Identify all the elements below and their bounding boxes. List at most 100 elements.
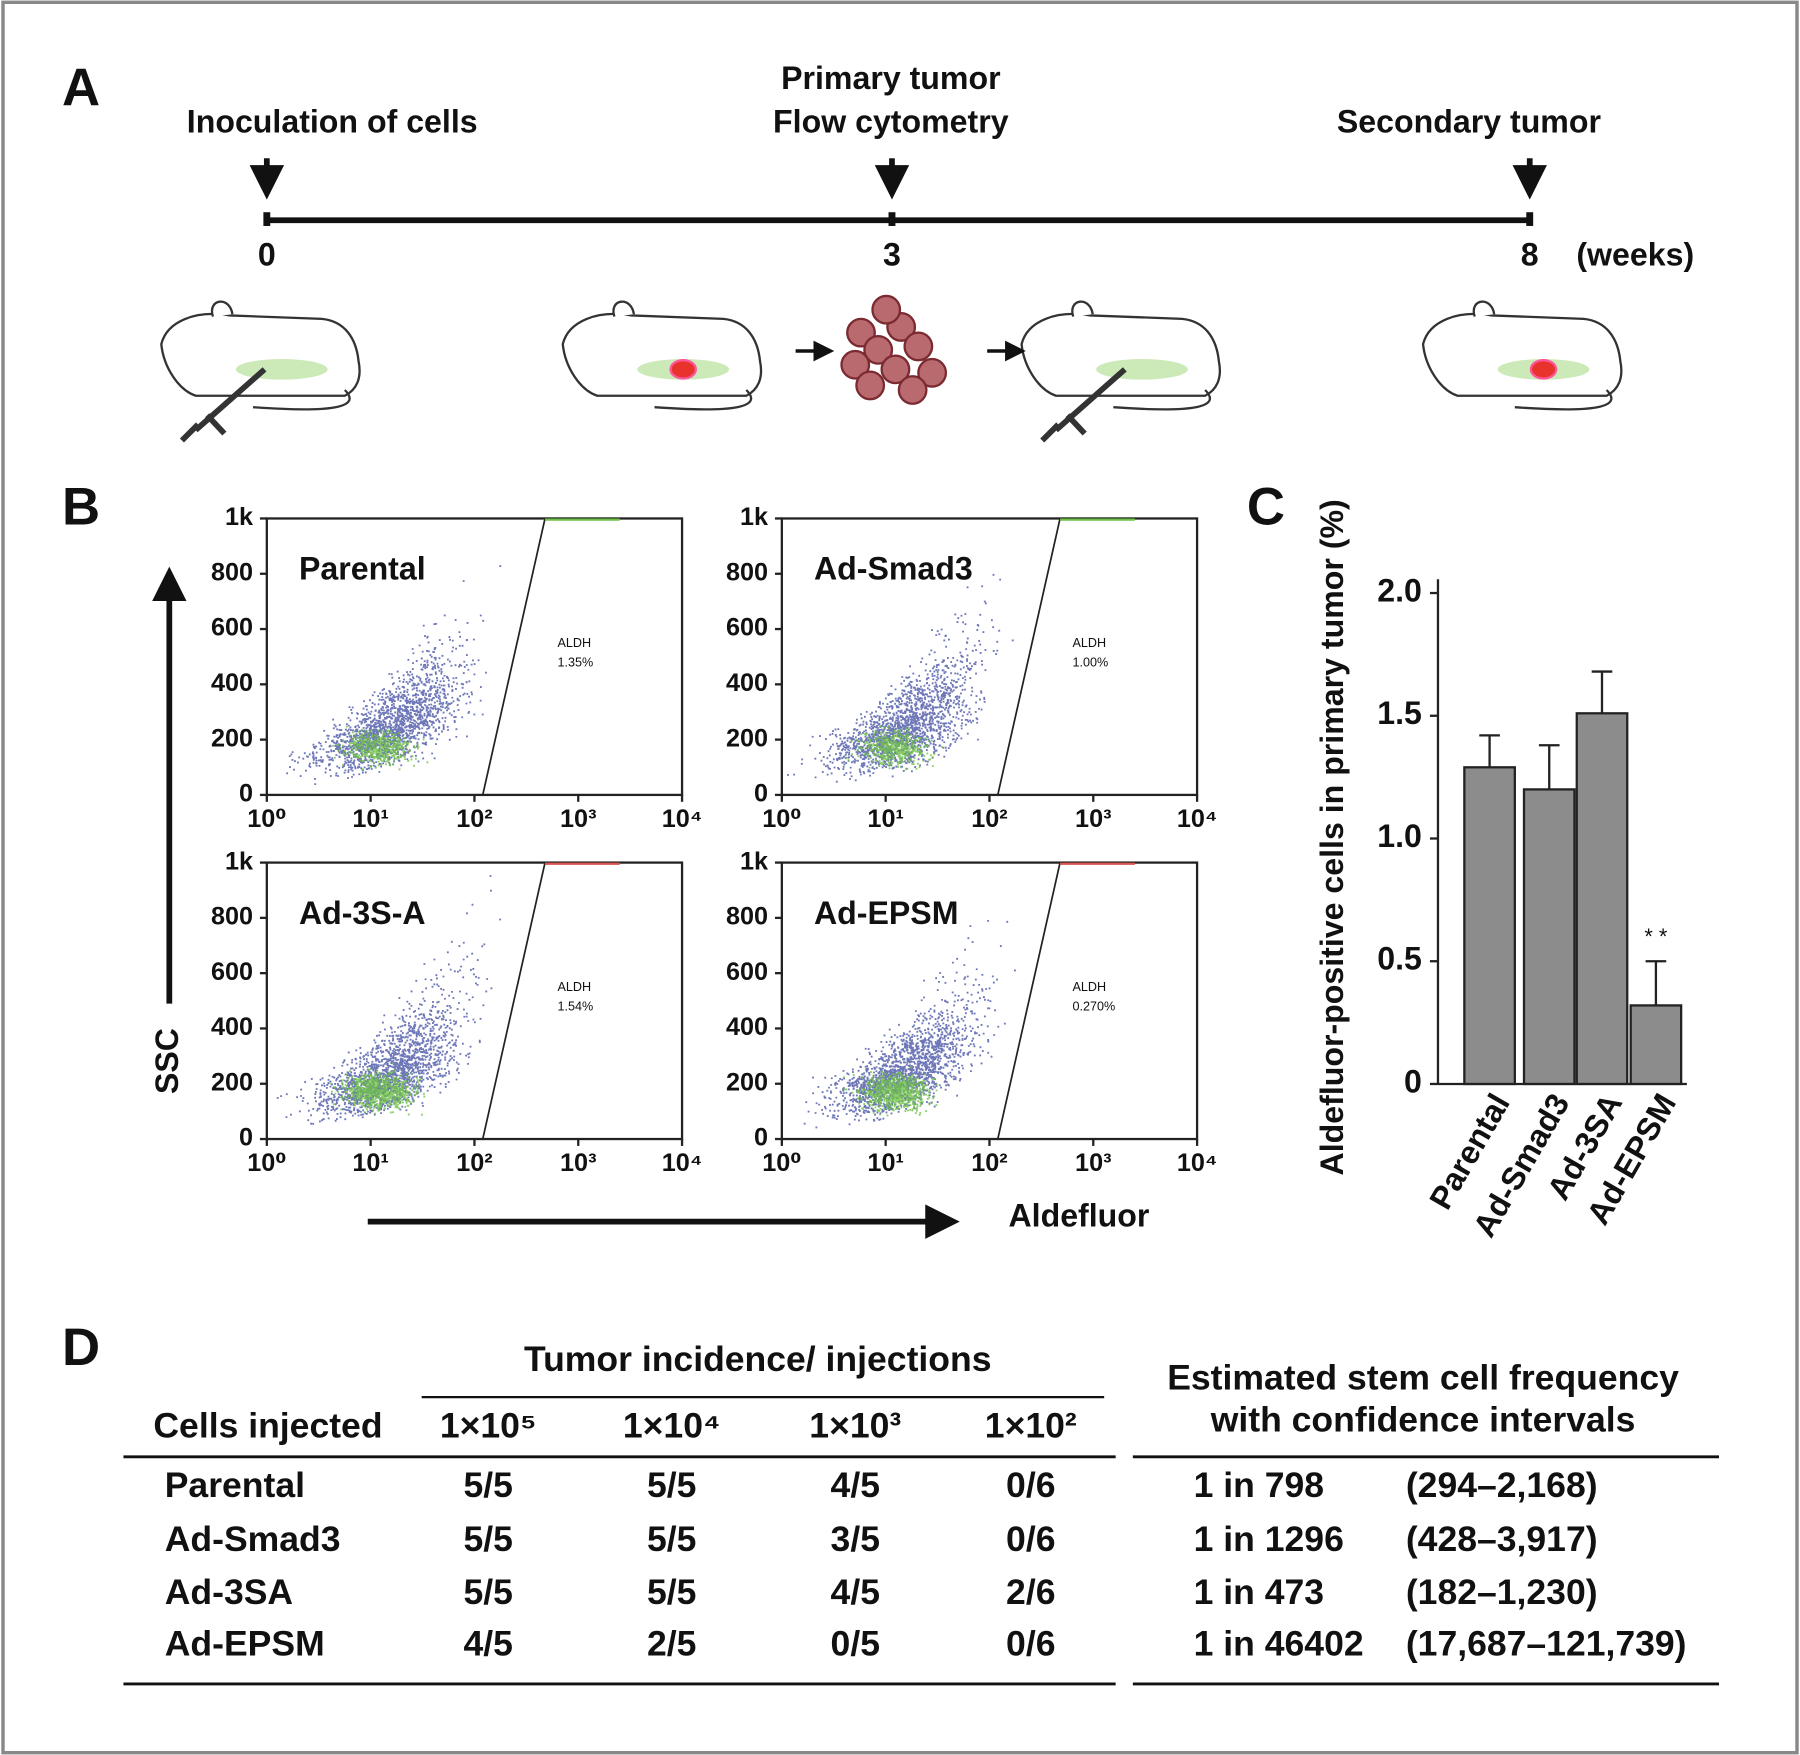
mouse-ear: [210, 300, 234, 317]
table-cell: 4/5: [831, 1465, 880, 1505]
gate-percent: 1.35%: [557, 655, 593, 669]
x-tick-label: 10⁴: [1177, 1149, 1218, 1177]
y-tick-label: 200: [726, 724, 768, 752]
y-tick-label: 600: [211, 614, 253, 642]
table-cell: 0/5: [831, 1623, 880, 1663]
table-cell: 3/5: [831, 1519, 880, 1559]
column-header: 1×10⁴: [623, 1405, 721, 1445]
cell-illustration: [840, 349, 871, 380]
table-cell: 1 in 798: [1194, 1465, 1324, 1505]
y-tick-label: 400: [726, 1013, 768, 1041]
table-cell: 5/5: [647, 1465, 696, 1505]
table-cell: 1 in 1296: [1194, 1519, 1344, 1559]
column-header: 1×10²: [985, 1405, 1077, 1445]
syringe: [1040, 367, 1127, 443]
column-header: with confidence intervals: [1210, 1400, 1636, 1440]
table-cell: 4/5: [463, 1623, 512, 1663]
table-cell: 5/5: [647, 1519, 696, 1559]
table-cell: 4/5: [831, 1572, 880, 1612]
tumor: [1529, 359, 1558, 380]
x-tick-label: 10²: [456, 805, 492, 833]
table-cell: 2/5: [647, 1623, 696, 1663]
column-group-header: Tumor incidence/ injections: [524, 1339, 991, 1379]
gate-line: [481, 862, 546, 1140]
mouse-body: [160, 312, 361, 397]
gate-percent: 1.00%: [1073, 655, 1109, 669]
x-tick-label: 10²: [971, 1149, 1007, 1177]
table-cell: 1 in 473: [1194, 1572, 1324, 1612]
event-density: [286, 565, 502, 786]
event-label: Secondary tumor: [1337, 103, 1602, 139]
error-bar: [1645, 960, 1667, 1006]
panel-label: A: [62, 59, 100, 118]
timeline-tick-label: 0: [258, 236, 276, 272]
x-tick-label: 10³: [1075, 805, 1111, 833]
y-tick-label: 1k: [740, 847, 769, 875]
y-tick-label: 1k: [225, 847, 254, 875]
gate-line: [481, 518, 546, 796]
bar: [1575, 712, 1629, 1086]
bar: [1629, 1004, 1683, 1086]
x-tick-label: 10⁰: [762, 1149, 801, 1177]
bar: [1463, 766, 1516, 1086]
table-cell: (182–1,230): [1406, 1572, 1598, 1612]
mouse-ear: [1071, 300, 1094, 317]
y-tick-label: 800: [726, 558, 768, 586]
table-cell: 2/6: [1006, 1572, 1055, 1612]
x-tick-label: 10⁴: [1177, 805, 1218, 833]
column-header: Cells injected: [153, 1405, 382, 1445]
mouse-tail: [252, 389, 351, 411]
cell-illustration: [863, 334, 894, 365]
y-axis-label: SSC: [149, 1028, 185, 1094]
y-tick-label: 800: [211, 903, 253, 931]
gate-label: ALDH: [557, 636, 591, 650]
x-tick-label: 10³: [560, 1149, 596, 1177]
gate-line: [996, 862, 1061, 1140]
panel-label: B: [62, 477, 100, 536]
event-density: [787, 573, 1014, 783]
y-tick-label: 200: [211, 724, 253, 752]
x-tick-label: 10³: [560, 805, 596, 833]
table-cell: 5/5: [463, 1465, 512, 1505]
table-cell: (17,687–121,739): [1406, 1623, 1687, 1663]
y-tick-label: 600: [726, 614, 768, 642]
gate-percent: 1.54%: [557, 999, 593, 1013]
tumor: [669, 359, 697, 380]
x-tick-label: 10²: [456, 1149, 492, 1177]
event-density: [803, 919, 1016, 1129]
gate-label: ALDH: [1073, 636, 1107, 650]
x-tick-label: 10⁴: [662, 805, 703, 833]
mouse-illustration: [160, 300, 361, 443]
y-tick-label: 400: [211, 669, 253, 697]
plot-title: Parental: [299, 551, 426, 587]
cell-illustration: [871, 294, 902, 325]
x-tick-label: 10⁰: [247, 1149, 286, 1177]
cell-illustration: [897, 375, 928, 405]
column-header: Estimated stem cell frequency: [1167, 1357, 1679, 1397]
cell-illustration: [855, 370, 886, 401]
row-label: Ad-Smad3: [165, 1519, 341, 1559]
row-label: Ad-3SA: [165, 1572, 293, 1612]
x-tick-label: 10¹: [867, 805, 903, 833]
y-tick-label: 800: [726, 903, 768, 931]
cell-illustration: [917, 357, 948, 388]
y-tick-label: 1.0: [1377, 818, 1422, 854]
event-density: [332, 725, 429, 771]
event-density: [844, 724, 943, 771]
event-label: Primary tumor: [781, 60, 1001, 96]
table-cell: 0/6: [1006, 1623, 1055, 1663]
injection-site: [1096, 359, 1188, 380]
injection-site: [235, 359, 328, 380]
panel-label: C: [1247, 477, 1285, 536]
y-tick-label: 800: [211, 558, 253, 586]
table-cell: 5/5: [647, 1572, 696, 1612]
gate-line: [996, 518, 1061, 796]
cell-illustration: [903, 331, 934, 362]
row-label: Ad-EPSM: [165, 1623, 325, 1663]
mouse-ear: [612, 300, 636, 317]
y-tick-label: 400: [211, 1013, 253, 1041]
error-bar: [1479, 734, 1500, 768]
y-tick-label: 400: [726, 669, 768, 697]
x-tick-label: 10¹: [352, 1149, 388, 1177]
